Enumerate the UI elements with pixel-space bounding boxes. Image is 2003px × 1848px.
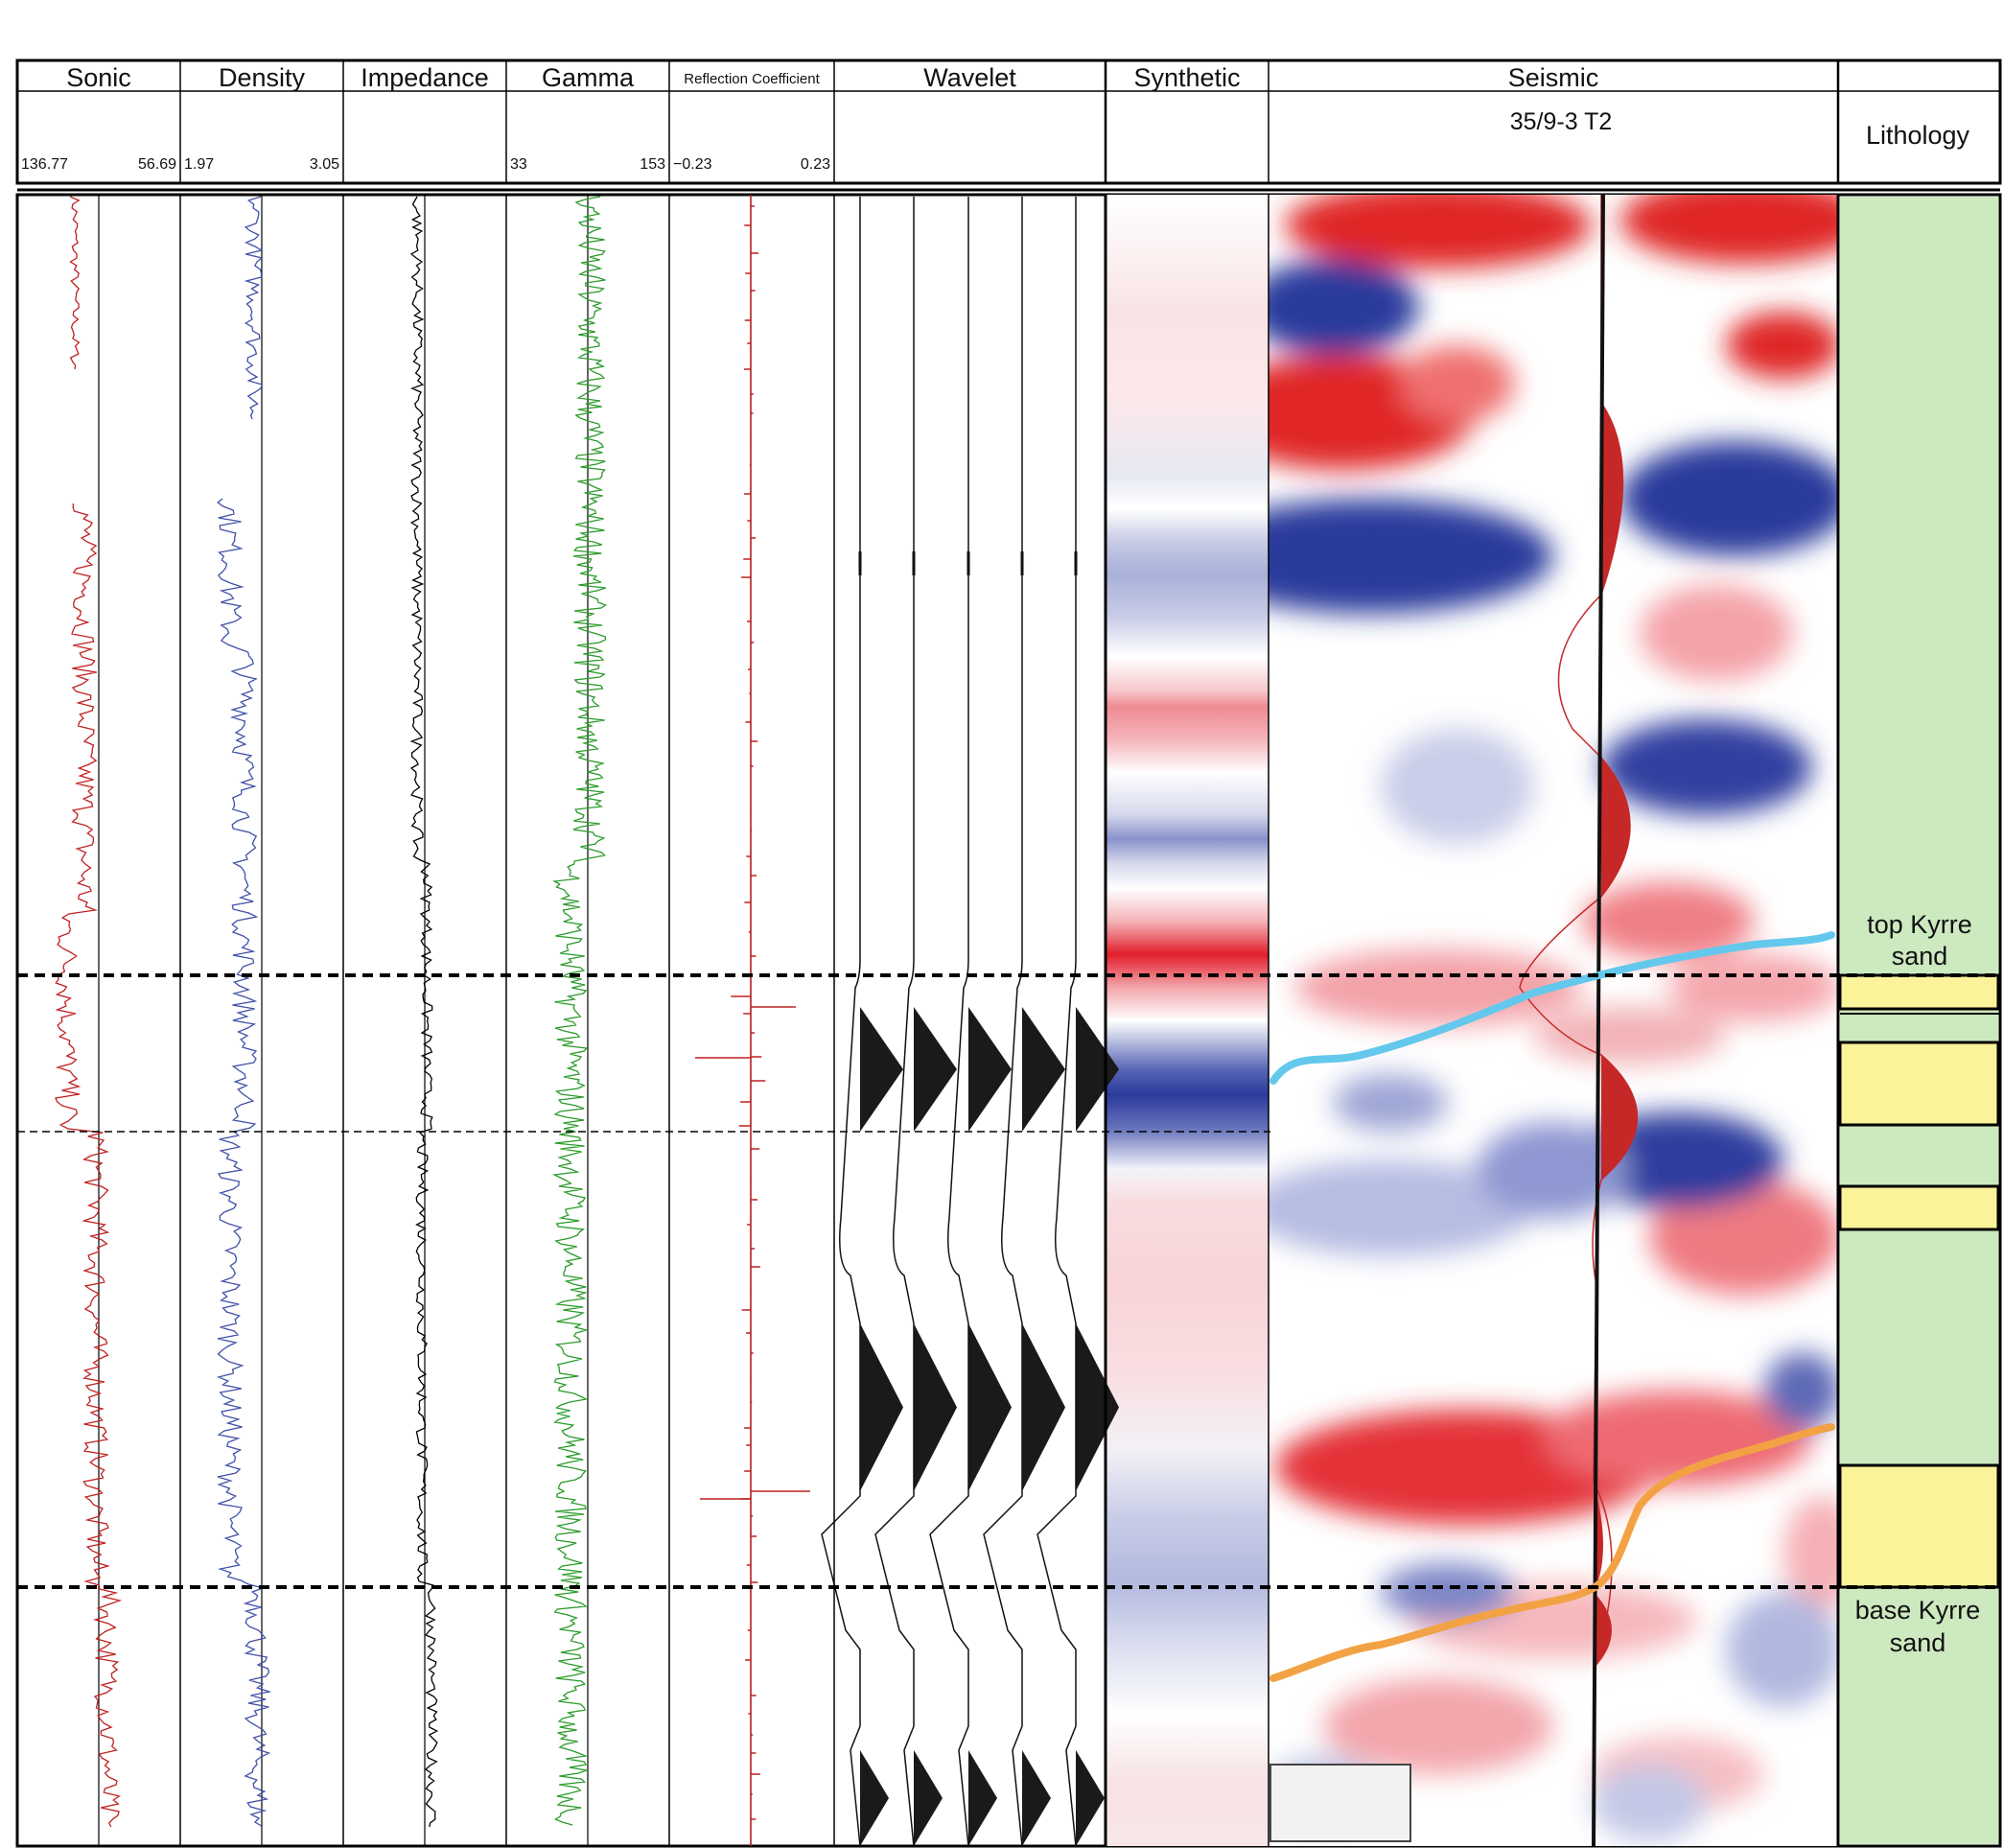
svg-text:base Kyrre: base Kyrre bbox=[1855, 1596, 1981, 1625]
track-title-density: Density bbox=[219, 63, 306, 92]
lithology-header: Lithology bbox=[1866, 121, 1970, 150]
svg-text:top Kyrre: top Kyrre bbox=[1867, 910, 1972, 939]
scale-min: 33 bbox=[510, 156, 527, 173]
top-kyrre-label: top Kyrre sand bbox=[1867, 910, 1972, 971]
track-title-reflection-coefficient: Reflection Coefficient bbox=[684, 71, 820, 87]
header-dividers bbox=[179, 60, 1840, 183]
header-texts: Sonic 136.77 56.69 Density 1.97 3.05 Impedance… bbox=[21, 63, 1598, 173]
density-curve-upper bbox=[244, 196, 264, 420]
wavelet-lobe bbox=[968, 1750, 997, 1846]
base-kyrre-horizon bbox=[1269, 1423, 1835, 1682]
synthetic-trace-band bbox=[1106, 195, 1269, 1846]
wavelet-trace bbox=[983, 197, 1023, 1847]
top-kyrre-horizon bbox=[1269, 931, 1835, 1085]
sand-bed bbox=[1838, 1184, 2000, 1231]
wavelet-lobe bbox=[860, 1323, 903, 1491]
track-title-sonic: Sonic bbox=[66, 63, 131, 92]
track-header bbox=[15, 58, 2002, 192]
track-title-wavelet: Wavelet bbox=[923, 63, 1016, 92]
wavelet-lobe bbox=[1076, 1007, 1119, 1132]
lithology-column bbox=[1838, 197, 2000, 1844]
wavelet-lobe bbox=[968, 1323, 1012, 1491]
seismic-wiggle-trace bbox=[1519, 195, 1639, 1846]
scale-min: 1.97 bbox=[184, 156, 214, 173]
scale-min: 136.77 bbox=[21, 156, 68, 173]
wavelet-trace bbox=[821, 197, 861, 1847]
sand-bed bbox=[1838, 1041, 2000, 1127]
wavelet-lobe bbox=[914, 1323, 957, 1491]
wavelet-lobe bbox=[860, 1750, 889, 1846]
seismic-well-name: 35/9-3 T2 bbox=[1510, 108, 1613, 135]
gamma-curve bbox=[552, 196, 608, 1826]
wavelet-track bbox=[821, 197, 1119, 1847]
wavelet-lobe bbox=[1022, 1323, 1065, 1491]
track-title-gamma: Gamma bbox=[542, 63, 635, 92]
scale-max: 3.05 bbox=[310, 156, 339, 173]
scale-max: 56.69 bbox=[138, 156, 176, 173]
wavelet-lobe bbox=[1076, 1750, 1105, 1846]
sand-bed bbox=[1838, 973, 2000, 1011]
svg-text:sand: sand bbox=[1890, 1628, 1946, 1657]
track-title-seismic: Seismic bbox=[1508, 63, 1599, 92]
horizon-marker-lines bbox=[17, 973, 2000, 1589]
seismic-corner-box bbox=[1269, 1764, 1411, 1842]
wavelet-trace bbox=[929, 197, 969, 1847]
impedance-curve bbox=[409, 196, 439, 1828]
svg-text:sand: sand bbox=[1892, 942, 1948, 971]
wavelet-trace bbox=[874, 197, 915, 1847]
wavelet-lobe bbox=[860, 1007, 903, 1132]
base-kyrre-label: base Kyrre sand bbox=[1855, 1596, 1981, 1657]
sand-bed bbox=[1838, 1463, 2000, 1589]
body-dividers bbox=[179, 195, 1840, 1846]
wavelet-trace bbox=[1036, 197, 1077, 1847]
sonic-curve-lower bbox=[55, 503, 123, 1828]
scale-max: 153 bbox=[640, 156, 665, 173]
wavelet-lobe bbox=[1022, 1007, 1065, 1132]
track-title-impedance: Impedance bbox=[361, 63, 489, 92]
track-title-synthetic: Synthetic bbox=[1133, 63, 1240, 92]
scale-max: 0.23 bbox=[801, 156, 830, 173]
wavelet-lobe bbox=[914, 1007, 957, 1132]
wavelet-lobe bbox=[914, 1750, 943, 1846]
sonic-curve-upper bbox=[69, 196, 81, 370]
wavelet-lobe bbox=[968, 1007, 1012, 1132]
wavelet-lobe bbox=[1022, 1750, 1051, 1846]
scale-min: −0.23 bbox=[673, 156, 712, 173]
well-log-curves bbox=[55, 195, 810, 1846]
density-curve-lower bbox=[216, 498, 272, 1827]
seismic-section bbox=[1269, 195, 1838, 1846]
wavelet-lobe bbox=[1076, 1323, 1119, 1491]
